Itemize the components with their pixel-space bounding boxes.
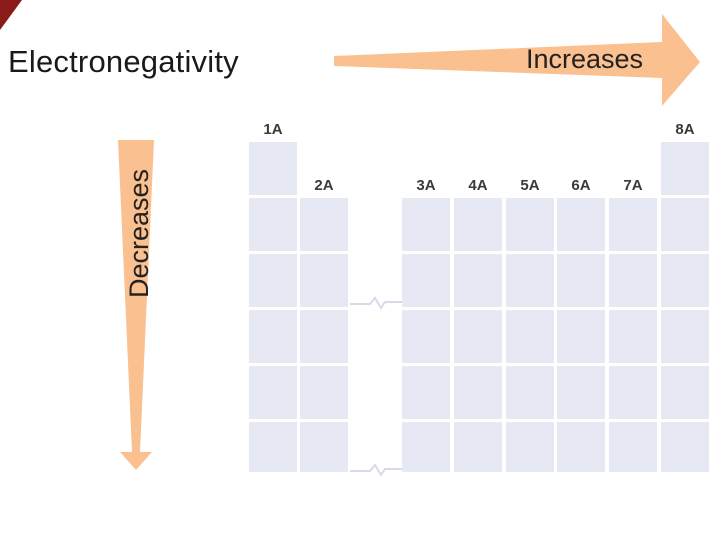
- element-cell: [557, 366, 605, 419]
- element-cell: [249, 142, 297, 195]
- element-cell: [557, 254, 605, 307]
- corner-decoration: [0, 0, 22, 30]
- element-cell: [402, 366, 450, 419]
- element-cell: [454, 254, 502, 307]
- element-cell: [506, 254, 554, 307]
- element-cell: [557, 422, 605, 472]
- element-cell: [454, 366, 502, 419]
- element-cell: [557, 198, 605, 251]
- element-cell: [402, 254, 450, 307]
- element-cell: [609, 254, 657, 307]
- element-cell: [661, 310, 709, 363]
- group-label-5a: 5A: [520, 177, 540, 194]
- element-cell: [506, 366, 554, 419]
- element-cell: [506, 198, 554, 251]
- element-cell: [661, 142, 709, 195]
- element-cell: [661, 366, 709, 419]
- group-label-7a: 7A: [623, 177, 643, 194]
- increases-label: Increases: [526, 44, 644, 74]
- decreases-arrow: [118, 140, 154, 470]
- group-label-3a: 3A: [416, 177, 436, 194]
- element-cell: [402, 422, 450, 472]
- group-label-4a: 4A: [468, 177, 488, 194]
- element-cell: [249, 254, 297, 307]
- page-title: Electronegativity: [8, 44, 239, 79]
- group-label-6a: 6A: [571, 177, 591, 194]
- decreases-label: Decreases: [124, 168, 154, 298]
- element-cell: [249, 422, 297, 472]
- element-cell: [609, 366, 657, 419]
- group-label-2a: 2A: [314, 177, 334, 194]
- element-cell: [249, 198, 297, 251]
- element-cell: [454, 198, 502, 251]
- element-cell: [661, 422, 709, 472]
- group-label-8a: 8A: [675, 121, 695, 138]
- increases-arrow: [334, 14, 700, 106]
- element-cell: [300, 310, 348, 363]
- element-cell: [609, 198, 657, 251]
- element-cell: [609, 310, 657, 363]
- element-cell: [249, 310, 297, 363]
- table-break-mark-upper: [348, 294, 404, 310]
- element-cell: [300, 422, 348, 472]
- element-cell: [454, 422, 502, 472]
- element-cell: [249, 366, 297, 419]
- element-cell: [506, 422, 554, 472]
- element-cell: [609, 422, 657, 472]
- element-cell: [402, 310, 450, 363]
- element-cell: [506, 310, 554, 363]
- element-cell: [661, 198, 709, 251]
- element-cell: [661, 254, 709, 307]
- element-cell: [402, 198, 450, 251]
- element-cell: [300, 198, 348, 251]
- element-cell: [300, 366, 348, 419]
- group-label-1a: 1A: [263, 121, 283, 138]
- element-cell: [300, 254, 348, 307]
- element-cell: [557, 310, 605, 363]
- element-cell: [454, 310, 502, 363]
- table-break-mark-lower: [348, 461, 404, 477]
